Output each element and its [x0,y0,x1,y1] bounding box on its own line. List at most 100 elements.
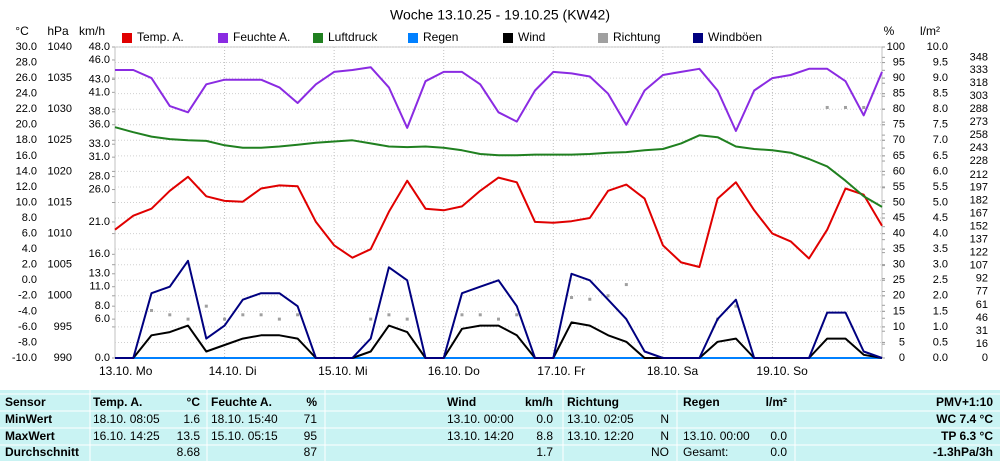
y-tick-label: 258 [970,129,988,141]
y-tick-label: 50 [893,196,905,208]
y-tick-label: 107 [970,259,988,271]
table-cell: 16.10. 14:25 [93,429,160,443]
table-cell: N [660,429,669,443]
direction-point [387,313,391,317]
table-cell: 18.10. 08:05 [93,412,160,426]
y-tick-label: 22.0 [16,103,37,115]
direction-point [296,313,300,317]
y-tick-label: 4.0 [22,243,37,255]
direction-point [825,105,829,109]
direction-point [241,313,245,317]
y-tick-label: 26.0 [16,72,37,84]
y-tick-label: 30 [893,259,905,271]
y-tick-label: 995 [54,321,72,333]
axis-unit: l/m² [920,24,940,38]
x-tick-label: 17.10. Fr [537,364,585,378]
y-tick-label: 31 [976,325,988,337]
y-tick-label: 348 [970,51,988,63]
y-tick-label: 38.0 [89,106,110,118]
table-header: l/m² [766,395,787,409]
direction-point [478,313,482,317]
series-line [114,126,883,208]
y-tick-label: 20.0 [16,119,37,131]
direction-point [734,304,738,308]
y-tick-label: 0.0 [95,352,110,364]
table-header: Temp. A. [93,395,142,409]
y-tick-label: -8.0 [18,336,37,348]
y-tick-label: 31.0 [89,151,110,163]
y-tick-label: 15 [893,305,905,317]
table-cell: 0.0 [536,412,553,426]
table-cell: 1.6 [183,412,200,426]
direction-point [405,317,409,321]
direction-point [843,105,847,109]
y-tick-label: 1020 [48,165,72,177]
y-tick-label: -4.0 [18,305,37,317]
legend-label: Feuchte A. [233,30,290,44]
y-tick-label: 24.0 [16,88,37,100]
y-tick-label: 1040 [48,41,72,53]
table-header: Feuchte A. [211,395,272,409]
y-tick-label: 122 [970,247,988,259]
y-tick-label: 10.0 [927,41,948,53]
y-tick-label: 6.0 [22,228,37,240]
y-tick-label: -6.0 [18,321,37,333]
y-tick-label: 46.0 [89,54,110,66]
direction-point [588,297,592,301]
direction-point [369,317,373,321]
y-tick-label: 333 [970,64,988,76]
table-cell: NO [651,445,669,459]
table-cell: 71 [304,412,318,426]
legend-label: Temp. A. [137,30,184,44]
table-cell: MaxWert [5,429,55,443]
y-tick-label: 152 [970,221,988,233]
table-cell: MinWert [5,412,52,426]
y-tick-label: 61 [976,299,988,311]
table-cell: 13.10. 00:00 [447,412,514,426]
table-cell: 95 [304,429,318,443]
y-tick-label: 36.0 [89,119,110,131]
legend-swatch [503,33,513,43]
y-tick-label: 26.0 [89,183,110,195]
legend-label: Luftdruck [328,30,378,44]
y-tick-label: 28.0 [89,170,110,182]
y-tick-label: 1030 [48,103,72,115]
y-tick-label: 7.5 [933,119,948,131]
y-tick-label: 43.0 [89,73,110,85]
table-cell: 13.10. 14:20 [447,429,514,443]
table-cell: 13.10. 02:05 [567,412,634,426]
y-tick-label: 14.0 [16,165,37,177]
y-tick-label: 95 [893,56,905,68]
y-tick-label: 8.0 [22,212,37,224]
y-tick-label: 28.0 [16,56,37,68]
y-tick-label: 228 [970,155,988,167]
y-tick-label: 55 [893,181,905,193]
y-tick-label: 90 [893,72,905,84]
x-tick-label: 16.10. Do [428,364,480,378]
legend-swatch [598,33,608,43]
y-tick-label: 0 [982,352,988,364]
y-tick-label: 1000 [48,290,72,302]
y-tick-label: 273 [970,116,988,128]
y-tick-label: 8.5 [933,88,948,100]
table-cell: 18.10. 15:40 [211,412,278,426]
y-tick-label: 77 [976,285,988,297]
y-tick-label: 7.0 [933,134,948,146]
y-tick-label: 80 [893,103,905,115]
table-header: Sensor [5,395,46,409]
legend-swatch [408,33,418,43]
y-tick-label: 25 [893,274,905,286]
axis-unit: °C [15,24,29,38]
y-tick-label: 6.0 [933,165,948,177]
y-tick-label: 45 [893,212,905,224]
y-tick-label: 243 [970,142,988,154]
y-tick-label: 8.0 [95,300,110,312]
legend-label: Wind [518,30,545,44]
y-tick-label: 3.0 [933,259,948,271]
table-cell: 8.8 [536,429,553,443]
table-cell: 87 [304,445,318,459]
legend-label: Regen [423,30,458,44]
table-background [0,390,1000,461]
y-tick-label: 1025 [48,134,72,146]
y-tick-label: 990 [54,352,72,364]
